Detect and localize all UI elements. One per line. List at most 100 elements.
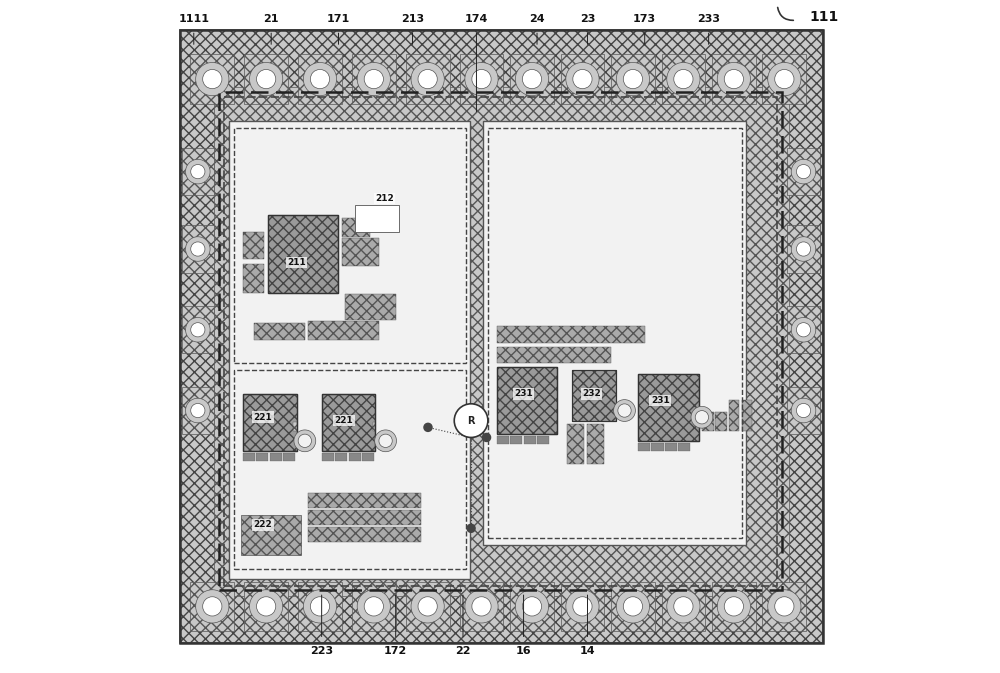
Bar <box>702 412 714 431</box>
Text: 23: 23 <box>580 13 595 24</box>
Text: 22: 22 <box>455 646 471 656</box>
Bar <box>219 92 782 590</box>
Bar <box>241 515 301 555</box>
Bar <box>190 54 234 104</box>
Circle shape <box>618 404 631 417</box>
Circle shape <box>616 63 650 96</box>
Circle shape <box>375 430 396 452</box>
Circle shape <box>467 524 475 532</box>
Circle shape <box>691 406 713 428</box>
Circle shape <box>196 590 229 623</box>
Circle shape <box>203 597 222 616</box>
Bar <box>483 121 746 545</box>
Circle shape <box>411 63 444 96</box>
Circle shape <box>250 590 283 623</box>
Circle shape <box>623 597 643 616</box>
Bar <box>214 87 789 596</box>
Bar <box>662 582 705 631</box>
Text: 21: 21 <box>263 13 279 24</box>
Bar <box>488 128 742 538</box>
Circle shape <box>796 164 811 179</box>
Bar <box>345 294 396 320</box>
Bar <box>406 582 450 631</box>
Circle shape <box>186 318 210 342</box>
Circle shape <box>566 63 599 96</box>
Text: 233: 233 <box>697 13 720 24</box>
Bar <box>268 215 338 293</box>
Bar <box>270 453 282 461</box>
Bar <box>355 205 399 232</box>
Text: 1111: 1111 <box>178 13 209 24</box>
Bar <box>572 370 616 421</box>
Bar <box>611 54 655 104</box>
Bar <box>651 443 664 451</box>
Circle shape <box>257 597 276 616</box>
Bar <box>678 443 690 451</box>
Circle shape <box>573 69 592 89</box>
Bar <box>243 232 264 259</box>
Circle shape <box>465 590 498 623</box>
Bar <box>742 400 752 431</box>
Text: 231: 231 <box>651 396 670 405</box>
Circle shape <box>379 434 392 448</box>
Bar <box>298 54 342 104</box>
Bar <box>712 54 756 104</box>
Bar <box>460 54 503 104</box>
Circle shape <box>186 237 210 261</box>
Circle shape <box>695 411 709 424</box>
Bar <box>234 370 466 569</box>
Text: 14: 14 <box>580 646 595 656</box>
Text: 221: 221 <box>334 416 353 425</box>
Circle shape <box>717 590 750 623</box>
Bar <box>611 582 655 631</box>
Circle shape <box>364 69 383 89</box>
Circle shape <box>667 590 700 623</box>
Bar <box>665 443 677 451</box>
Circle shape <box>472 597 491 616</box>
Bar <box>406 54 450 104</box>
Circle shape <box>191 164 205 179</box>
Circle shape <box>418 597 437 616</box>
Text: 172: 172 <box>384 646 407 656</box>
Circle shape <box>424 423 432 431</box>
Bar <box>762 54 806 104</box>
Text: 16: 16 <box>516 646 531 656</box>
Bar <box>561 54 604 104</box>
Bar <box>308 510 421 525</box>
Bar <box>182 148 214 195</box>
Circle shape <box>667 63 700 96</box>
Bar <box>352 54 396 104</box>
Circle shape <box>775 69 794 89</box>
Circle shape <box>522 69 542 89</box>
Bar <box>243 264 264 293</box>
Text: 232: 232 <box>582 389 601 398</box>
Circle shape <box>418 69 437 89</box>
Bar <box>638 374 699 441</box>
Circle shape <box>796 322 811 337</box>
Circle shape <box>310 597 330 616</box>
Circle shape <box>203 69 222 89</box>
Bar <box>587 424 604 464</box>
Circle shape <box>411 590 444 623</box>
Bar <box>729 400 739 431</box>
Circle shape <box>310 69 330 89</box>
Bar <box>243 394 297 451</box>
Bar <box>787 306 820 353</box>
Bar <box>510 54 554 104</box>
Circle shape <box>196 63 229 96</box>
Circle shape <box>186 160 210 184</box>
Bar <box>308 527 421 542</box>
Circle shape <box>522 597 542 616</box>
Bar <box>254 323 305 340</box>
Text: 231: 231 <box>514 389 533 398</box>
Text: 213: 213 <box>401 13 424 24</box>
Bar <box>497 367 557 434</box>
Circle shape <box>303 590 337 623</box>
Circle shape <box>724 597 743 616</box>
Circle shape <box>472 69 491 89</box>
Text: 24: 24 <box>529 13 545 24</box>
Bar <box>298 582 342 631</box>
Circle shape <box>357 590 390 623</box>
Text: 212: 212 <box>375 194 394 203</box>
Bar <box>256 453 268 461</box>
